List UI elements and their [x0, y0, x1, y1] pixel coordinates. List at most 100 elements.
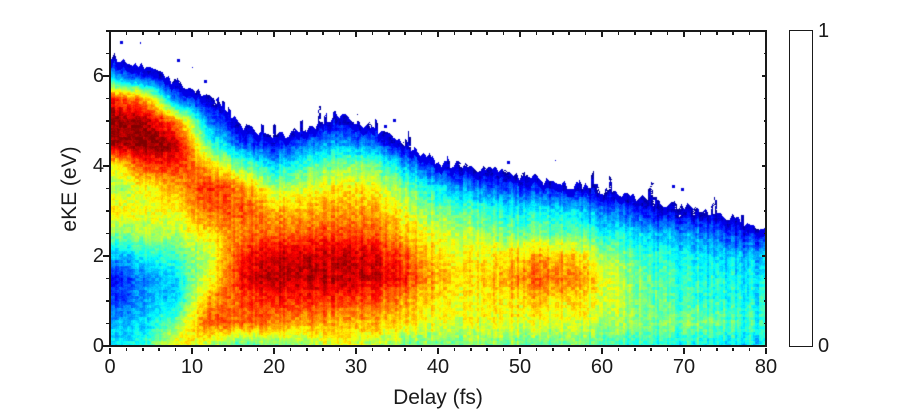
axis-tick — [764, 97, 767, 100]
axis-tick — [617, 32, 620, 35]
axis-tick — [256, 348, 259, 351]
axis-tick — [601, 32, 603, 37]
y-tick-label: 0 — [92, 335, 104, 357]
axis-tick — [764, 52, 767, 55]
axis-tick — [371, 32, 374, 35]
axis-tick — [105, 322, 109, 325]
axis-tick — [105, 97, 109, 100]
axis-tick — [158, 32, 160, 35]
axis-tick — [764, 322, 767, 325]
axis-tick — [470, 32, 472, 35]
axis-tick — [105, 30, 109, 32]
axis-tick — [601, 348, 603, 354]
axis-tick — [105, 187, 109, 190]
axis-tick — [519, 348, 521, 354]
axis-tick — [699, 348, 702, 351]
colorbar-min-label: 0 — [818, 335, 830, 357]
axis-tick — [142, 32, 144, 35]
axis-tick — [388, 348, 390, 351]
axis-tick — [105, 120, 109, 122]
axis-tick — [289, 32, 292, 35]
axis-tick — [404, 348, 406, 351]
axis-tick — [764, 142, 767, 145]
axis-tick — [105, 52, 109, 55]
x-axis-label: Delay (fs) — [393, 386, 483, 409]
axis-tick — [764, 187, 767, 190]
axis-tick — [634, 32, 636, 35]
axis-tick — [371, 348, 374, 351]
axis-tick — [764, 30, 767, 32]
axis-tick — [764, 277, 767, 280]
axis-tick — [207, 32, 210, 35]
y-tick-label: 6 — [92, 65, 104, 87]
axis-tick — [764, 120, 767, 122]
x-tick-label: 20 — [262, 356, 286, 378]
axis-tick — [404, 32, 406, 35]
axis-tick — [224, 32, 226, 35]
axis-tick — [699, 32, 702, 35]
axis-tick — [666, 32, 669, 35]
x-tick-label: 40 — [426, 356, 450, 378]
axis-tick — [437, 32, 439, 37]
axis-tick — [568, 348, 570, 351]
axis-tick — [519, 32, 521, 37]
axis-tick — [748, 348, 751, 351]
axis-tick — [650, 32, 652, 35]
y-tick-label: 2 — [92, 245, 104, 267]
axis-tick — [109, 32, 111, 37]
axis-tick — [650, 348, 652, 351]
axis-tick — [105, 277, 109, 280]
axis-tick — [109, 348, 111, 354]
axis-tick — [470, 348, 472, 351]
axis-tick — [683, 32, 685, 37]
axis-tick — [273, 32, 275, 37]
axis-tick — [306, 32, 308, 35]
axis-tick — [535, 32, 538, 35]
axis-tick — [256, 32, 259, 35]
axis-tick — [306, 348, 308, 351]
axis-tick — [502, 348, 505, 351]
axis-tick — [142, 348, 144, 351]
axis-tick — [453, 348, 456, 351]
axis-tick — [191, 32, 193, 37]
axis-tick — [322, 348, 324, 351]
axis-tick — [103, 165, 109, 167]
axis-tick — [716, 348, 718, 351]
axis-tick — [174, 32, 177, 35]
axis-tick — [158, 348, 160, 351]
axis-tick — [617, 348, 620, 351]
axis-tick — [103, 255, 109, 257]
x-tick-label: 50 — [508, 356, 532, 378]
axis-tick — [273, 348, 275, 354]
axis-tick — [762, 75, 767, 77]
axis-tick — [666, 348, 669, 351]
x-tick-label: 70 — [672, 356, 696, 378]
axis-tick — [355, 32, 357, 37]
axis-tick — [683, 348, 685, 354]
axis-tick — [502, 32, 505, 35]
axis-tick — [240, 348, 242, 351]
axis-tick — [338, 348, 341, 351]
axis-tick — [568, 32, 570, 35]
axis-tick — [420, 32, 423, 35]
axis-tick — [762, 165, 767, 167]
axis-tick — [453, 32, 456, 35]
axis-tick — [388, 32, 390, 35]
axis-tick — [764, 210, 767, 212]
axis-tick — [355, 348, 357, 354]
axis-tick — [174, 348, 177, 351]
axis-tick — [125, 348, 128, 351]
x-tick-label: 80 — [754, 356, 778, 378]
x-tick-label: 30 — [344, 356, 368, 378]
axis-tick — [535, 348, 538, 351]
plot-frame — [109, 30, 767, 347]
axis-tick — [105, 142, 109, 145]
axis-tick — [105, 210, 109, 212]
axis-tick — [634, 348, 636, 351]
axis-tick — [732, 348, 734, 351]
axis-tick — [584, 348, 587, 351]
colorbar-frame — [789, 30, 813, 347]
colorbar-max-label: 1 — [818, 20, 830, 42]
axis-tick — [103, 345, 109, 347]
